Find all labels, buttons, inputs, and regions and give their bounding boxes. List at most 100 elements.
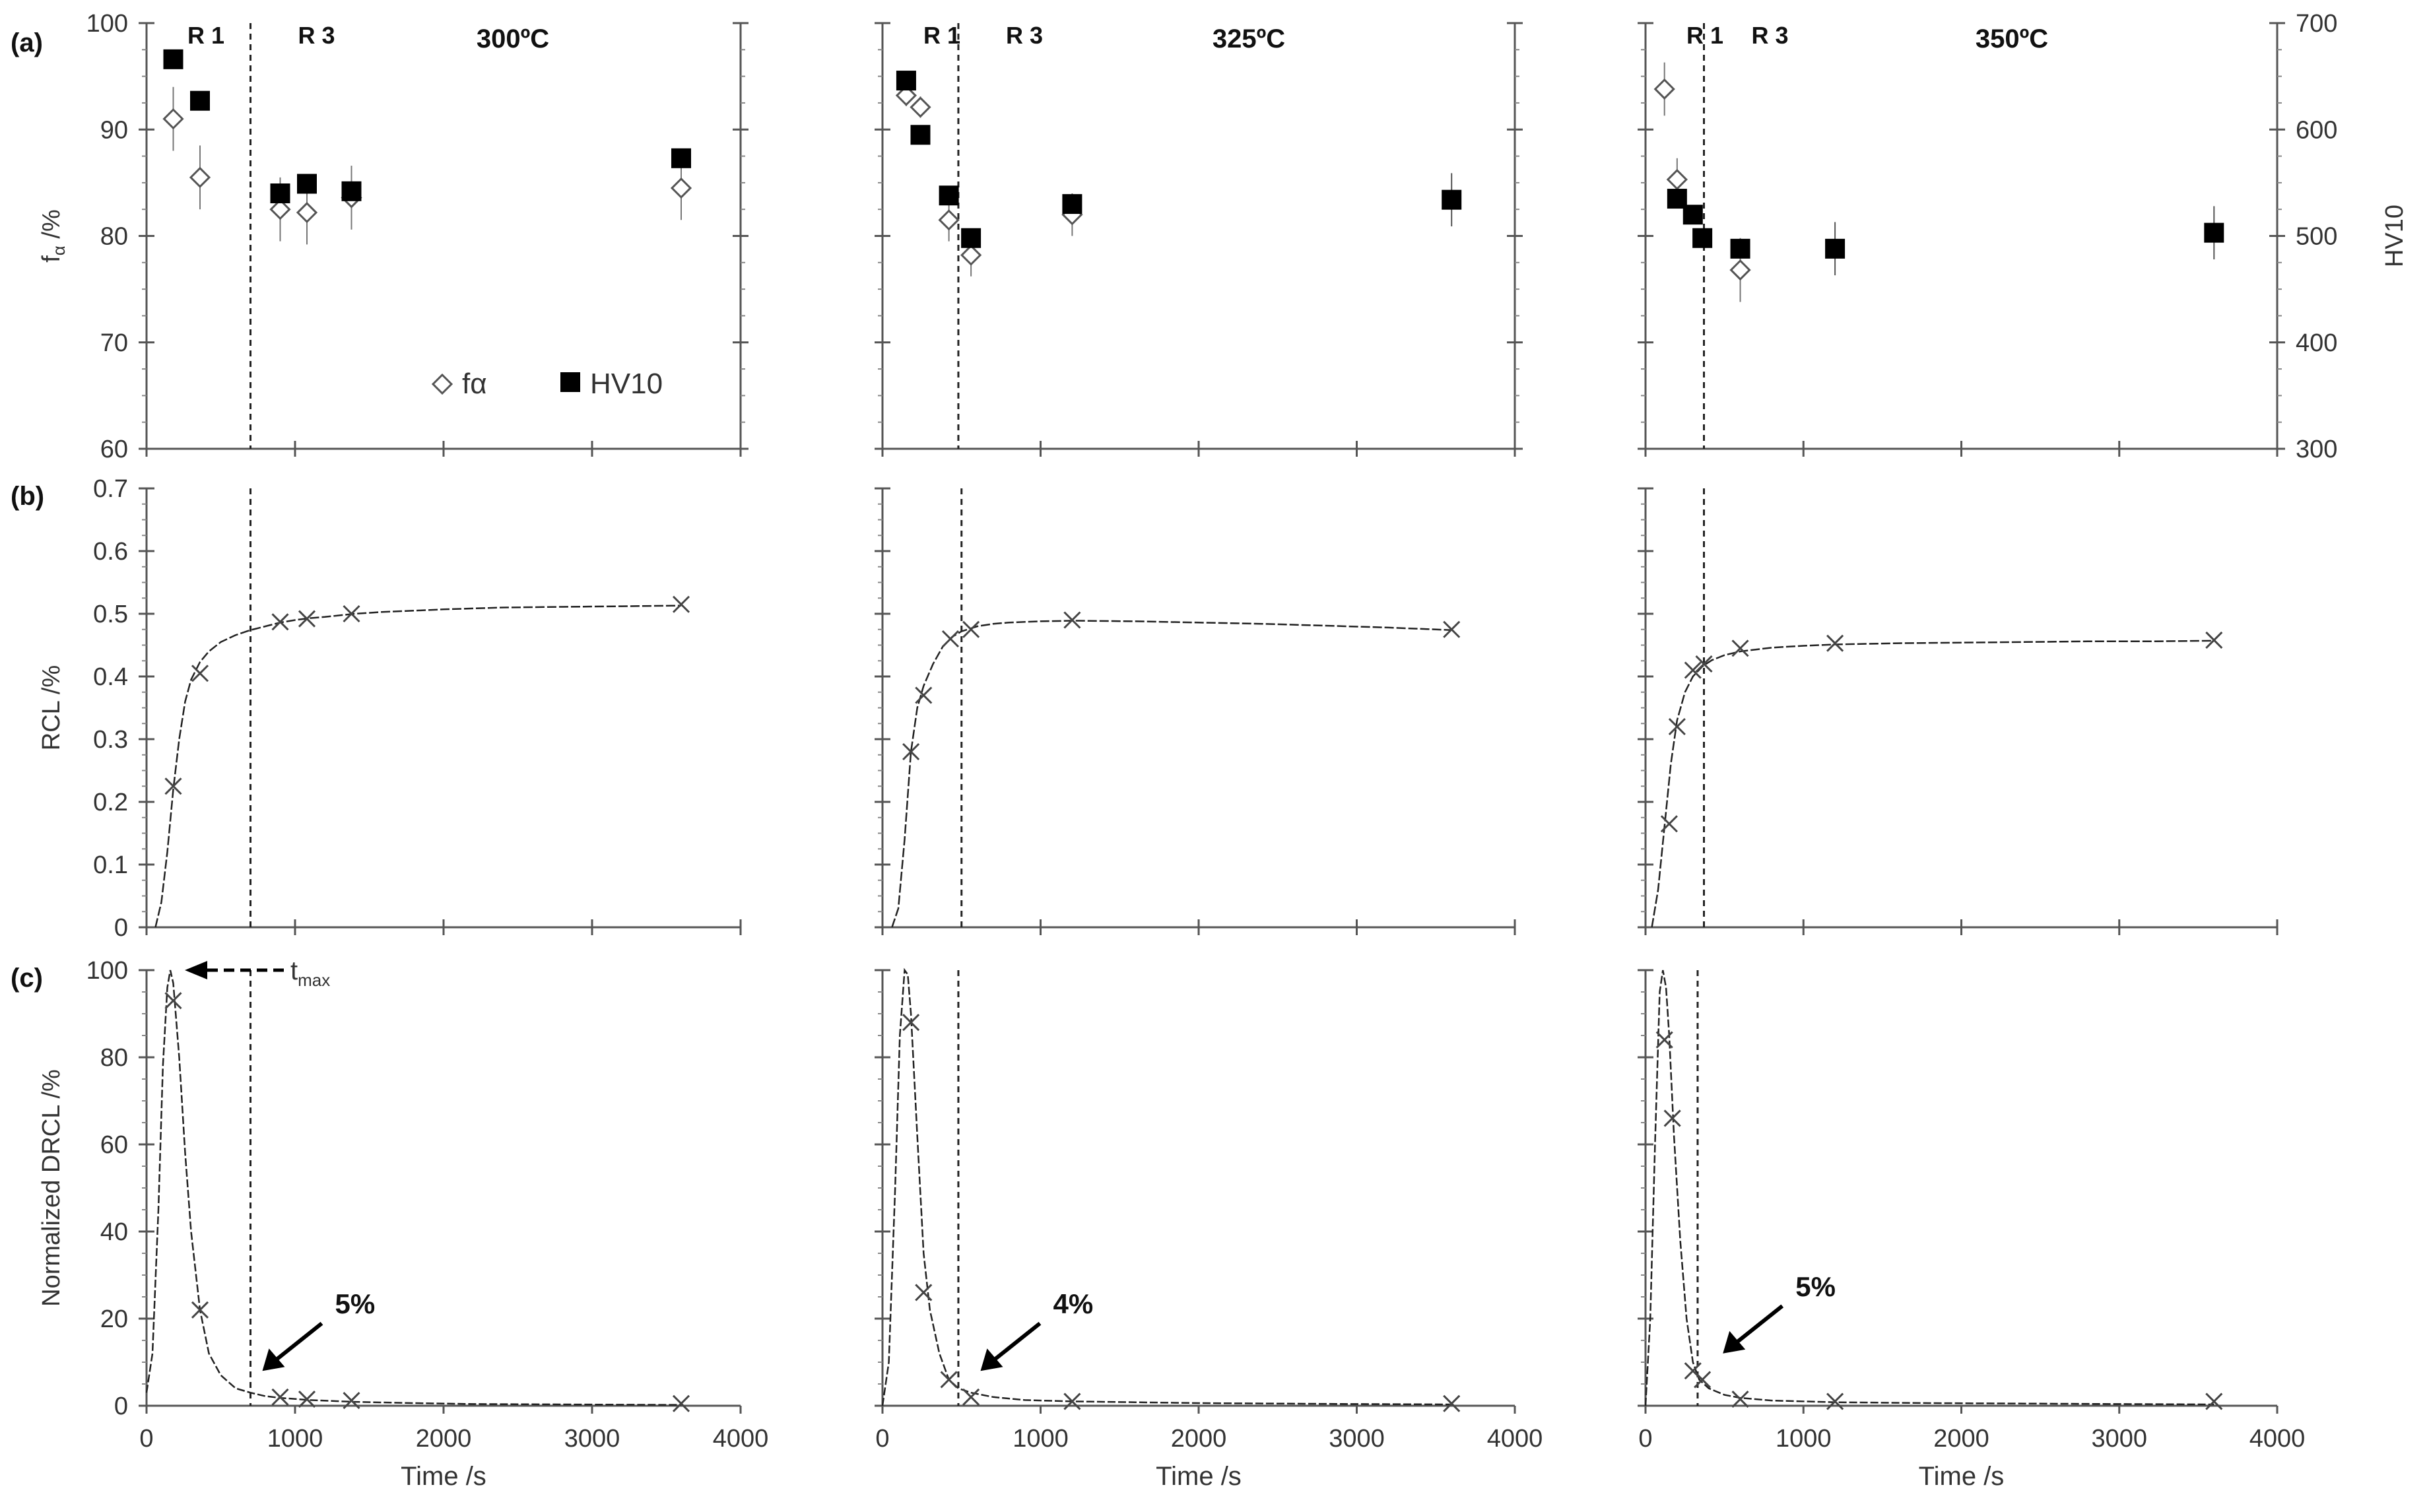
x-marker: [902, 742, 920, 761]
x-marker: [672, 595, 690, 613]
percent-arrow-line: [271, 1321, 323, 1364]
hv10-point: [1730, 238, 1750, 259]
x-marker: [962, 620, 980, 638]
hv10-point: [190, 90, 210, 111]
percent-label: 5%: [1795, 1271, 1836, 1302]
y-tick-label-right: 400: [2296, 329, 2337, 357]
x-marker: [2205, 1393, 2223, 1410]
f-alpha-point: [960, 244, 982, 266]
chart-a-2: R 1 R 3 325ºC: [875, 22, 1523, 457]
x-tick-label: 0: [139, 1425, 153, 1453]
x-marker: [672, 1395, 690, 1412]
region-label-r3: R 3: [1752, 22, 1789, 49]
y-tick-label: 80: [100, 1044, 128, 1072]
y-tick-label: 0.6: [93, 538, 128, 566]
tmax-label-sub: max: [298, 970, 330, 990]
x-marker: [298, 610, 316, 628]
panel-label-c: (c): [11, 964, 43, 993]
x-marker: [1826, 1393, 1844, 1410]
region-label-r3: R 3: [1006, 22, 1043, 49]
f-alpha-point: [1653, 78, 1675, 100]
x-marker: [1663, 1109, 1681, 1127]
x-tick-label: 0: [1638, 1425, 1652, 1453]
x-marker: [1826, 634, 1844, 652]
y-tick-label: 70: [100, 329, 128, 357]
x-tick-label: 1000: [1013, 1425, 1069, 1453]
y-tick-label: 60: [100, 1131, 128, 1159]
f-alpha-point: [269, 199, 291, 220]
x-marker: [164, 992, 182, 1010]
chart-c-3: 0 1000 2000 3000 4000 Time /s 5%: [1638, 969, 2306, 1491]
y-tick-label: 40: [100, 1218, 128, 1246]
x-tick-label: 4000: [2249, 1425, 2306, 1453]
f-alpha-point: [296, 201, 318, 224]
y-tick-label: 100: [86, 10, 128, 38]
hv10-point: [297, 174, 317, 194]
hv10-point: [1825, 238, 1846, 259]
x-axis-label: Time /s: [401, 1462, 486, 1491]
region-label-r1: R 1: [1686, 22, 1723, 49]
tmax-label-main: t: [290, 956, 298, 985]
y-tick-label: 60: [100, 436, 128, 463]
temperature-label: 300ºC: [477, 24, 549, 53]
hv10-point: [939, 185, 959, 206]
y-tick-label: 100: [86, 957, 128, 985]
y-axis-label-right: HV10: [2381, 205, 2409, 267]
percent-arrow-head: [980, 1348, 1003, 1371]
x-marker: [1731, 640, 1749, 657]
f-alpha-point: [670, 177, 692, 199]
percent-arrow-line: [1732, 1304, 1784, 1347]
x-marker: [1695, 655, 1713, 673]
x-marker: [343, 1392, 360, 1410]
region-label-r1: R 1: [923, 22, 960, 49]
x-marker: [1443, 1395, 1461, 1412]
data-line: [881, 968, 1452, 1406]
legend-label-f-alpha: fα: [462, 368, 487, 400]
chart-a-1: 60 70 80 90 100 fα /% R 1 R 3 300ºC: [38, 10, 749, 463]
x-marker: [1655, 1031, 1673, 1049]
chart-b-1: 0 0.1 0.2 0.3 0.4 0.5 0.6 0.7 RCL /%: [38, 475, 742, 942]
percent-label: 4%: [1053, 1288, 1093, 1319]
f-alpha-point: [1666, 168, 1688, 191]
x-tick-label: 2000: [1171, 1425, 1227, 1453]
y-axis-label: RCL /%: [38, 665, 65, 751]
x-marker: [191, 665, 209, 682]
panel-label-a: (a): [11, 28, 43, 57]
legend-label-hv10: HV10: [590, 368, 663, 400]
x-tick-label: 1000: [267, 1425, 323, 1453]
legend-diamond-marker: [431, 373, 453, 395]
x-marker: [1684, 661, 1702, 679]
temperature-label: 350ºC: [1976, 24, 2048, 53]
y-tick-label: 0.3: [93, 726, 128, 754]
y-tick-label-right: 700: [2296, 10, 2337, 38]
x-axis-label: Time /s: [1156, 1462, 1242, 1491]
y-axis-label-main: f: [38, 255, 65, 263]
y-tick-label: 0: [114, 1393, 128, 1420]
x-marker: [1694, 1371, 1712, 1389]
x-marker: [941, 630, 960, 648]
percent-arrow-head: [262, 1348, 285, 1371]
x-tick-label: 3000: [2091, 1425, 2147, 1453]
f-alpha-point: [895, 84, 917, 106]
x-marker: [1063, 611, 1081, 629]
x-marker: [1063, 1393, 1081, 1410]
data-line: [145, 970, 682, 1406]
hv10-point: [2204, 222, 2224, 243]
f-alpha-point: [938, 209, 960, 231]
hv10-point: [961, 228, 982, 248]
x-tick-label: 3000: [1329, 1425, 1385, 1453]
percent-label: 5%: [335, 1288, 376, 1319]
chart-b-3: [1638, 487, 2279, 935]
y-axis-label-sub: α: [49, 246, 69, 255]
chart-c-2: 0 1000 2000 3000 4000 Time /s 4%: [875, 968, 1543, 1491]
tmax-arrow-head: [185, 961, 207, 979]
x-marker: [902, 1014, 920, 1032]
hv10-point: [896, 71, 916, 91]
x-marker: [1660, 815, 1678, 833]
x-marker: [1668, 717, 1686, 736]
hv10-point: [1682, 205, 1703, 225]
chart-a-3: 300 400 500 600 700 HV10 R 1 R 3 350ºC: [1638, 10, 2409, 463]
legend: fα HV10: [431, 368, 663, 400]
y-tick-label: 0.2: [93, 789, 128, 816]
